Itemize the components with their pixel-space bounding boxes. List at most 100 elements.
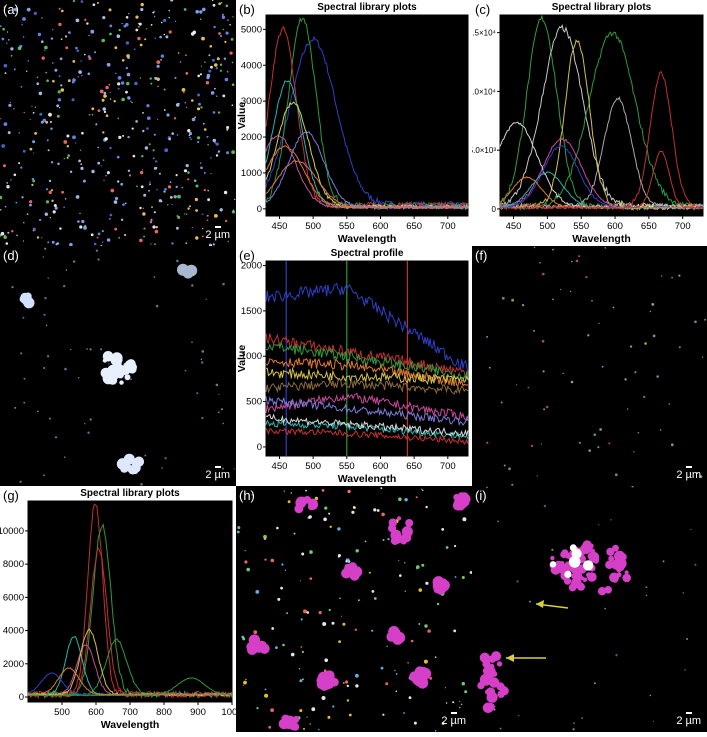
particle: [458, 706, 461, 709]
particle: [64, 198, 67, 200]
particle: [422, 489, 424, 492]
particle: [331, 621, 335, 625]
particle: [226, 151, 229, 155]
particle: [8, 103, 12, 107]
particle: [175, 174, 178, 177]
particle: [604, 607, 606, 610]
series-line: [27, 677, 233, 697]
particle: [43, 474, 46, 477]
panel-label-h: (h): [239, 488, 255, 503]
cluster-spot: [108, 371, 116, 378]
particle: [103, 94, 107, 98]
particle: [23, 401, 26, 404]
particle: [6, 42, 8, 44]
cluster-spot: [604, 586, 612, 594]
particle: [41, 17, 43, 19]
particle: [114, 46, 118, 50]
particle: [60, 38, 63, 41]
particle: [454, 576, 457, 578]
particle: [109, 24, 113, 28]
particle: [230, 38, 234, 41]
particle: [156, 77, 160, 81]
particle: [198, 102, 201, 106]
particle: [77, 377, 80, 379]
particle: [32, 112, 35, 114]
particle: [191, 226, 193, 229]
particle: [106, 62, 111, 67]
cluster-spot: [116, 357, 122, 362]
particle: [338, 640, 341, 643]
particle: [224, 77, 229, 82]
chart-title: Spectral library plots: [80, 488, 180, 499]
cluster-spot: [550, 555, 555, 561]
particle: [210, 91, 215, 95]
particle: [81, 219, 85, 224]
cluster-spot: [119, 365, 129, 376]
particle: [203, 128, 207, 131]
particle: [77, 76, 79, 78]
particle: [103, 179, 105, 181]
particle: [283, 490, 285, 492]
particle: [217, 111, 221, 114]
particle: [371, 590, 375, 593]
particle: [149, 181, 151, 183]
particle: [15, 201, 18, 204]
particle: [81, 131, 84, 135]
particle: [186, 106, 188, 108]
particle: [75, 142, 77, 144]
particle: [155, 226, 158, 229]
micrograph-d: (d) 2 µm: [0, 246, 236, 486]
particle: [32, 179, 35, 183]
particle: [135, 120, 138, 123]
micrograph-a: (a) 2 µm: [0, 0, 236, 246]
particle: [67, 154, 70, 157]
x-tick-label: 600: [88, 707, 104, 718]
particle: [3, 122, 8, 126]
particle: [214, 87, 216, 90]
particle: [652, 720, 655, 722]
particle: [17, 46, 22, 50]
particle: [146, 104, 150, 108]
particle: [137, 36, 141, 41]
particle: [169, 181, 172, 184]
particle: [215, 154, 219, 157]
particle: [591, 300, 593, 302]
particle: [694, 320, 697, 324]
particle: [205, 298, 207, 301]
particle: [93, 242, 97, 246]
particle: [60, 84, 63, 87]
particle: [168, 9, 170, 12]
particle: [533, 246, 536, 249]
particle: [76, 49, 80, 53]
particle: [195, 184, 199, 188]
particle: [418, 588, 423, 592]
particle: [168, 137, 171, 141]
particle: [78, 159, 81, 163]
particle: [97, 146, 100, 149]
particle: [88, 57, 92, 60]
particle: [324, 506, 328, 510]
particle: [96, 2, 99, 4]
particle: [214, 63, 218, 67]
x-tick-label: 700: [122, 707, 138, 718]
particle: [314, 496, 319, 501]
particle: [158, 199, 162, 203]
particle: [191, 99, 194, 102]
particle: [222, 422, 224, 425]
particle: [16, 234, 18, 237]
particle: [222, 94, 226, 98]
particle: [226, 128, 229, 131]
particle: [368, 571, 371, 574]
particle: [42, 118, 47, 123]
particle: [140, 483, 143, 486]
particle: [588, 449, 591, 452]
cluster-spot: [129, 363, 137, 371]
particle: [202, 122, 205, 125]
particle: [150, 24, 153, 26]
particle: [97, 232, 101, 236]
particle: [190, 138, 192, 141]
particle: [624, 378, 627, 381]
particle: [10, 47, 14, 51]
micrograph-f-image: [486, 246, 707, 486]
cluster-spot: [324, 682, 332, 690]
